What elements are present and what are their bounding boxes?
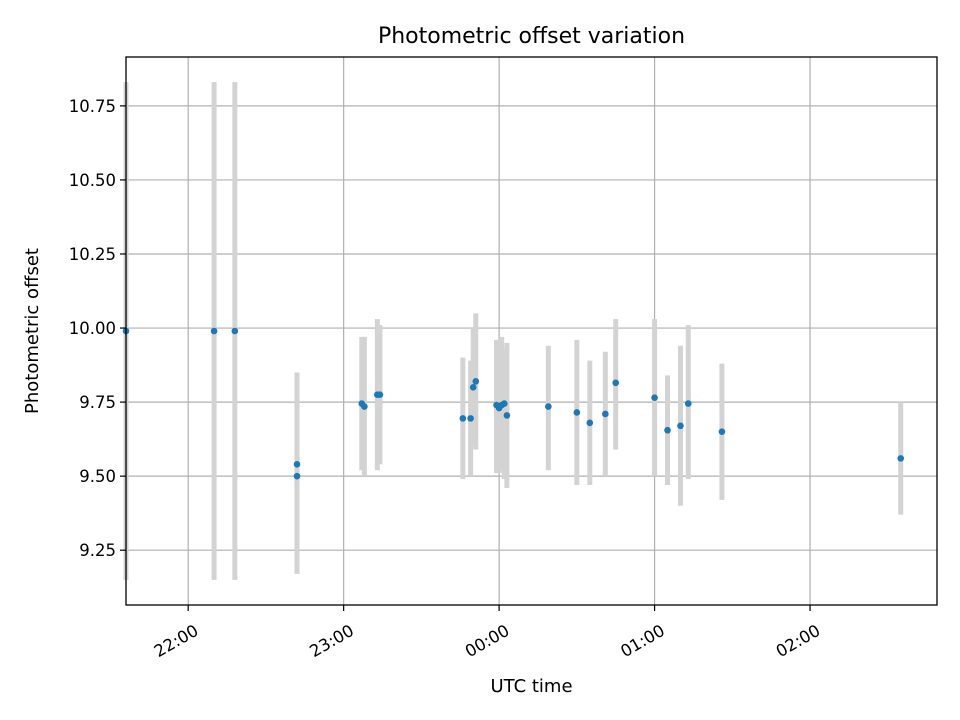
- data-point: [361, 403, 368, 410]
- y-tick-label: 10.25: [69, 245, 116, 264]
- x-tick-label: 01:00: [617, 621, 668, 661]
- data-point: [210, 327, 218, 335]
- data-point: [897, 455, 905, 462]
- data-point: [718, 428, 726, 436]
- grid: [126, 57, 937, 605]
- data-point: [612, 379, 620, 387]
- data-point: [231, 327, 239, 335]
- plot-frame: [125, 56, 938, 606]
- data-point: [651, 394, 658, 401]
- error-bars: [123, 82, 904, 580]
- data-point: [677, 422, 684, 430]
- y-tick-label: 9.75: [79, 393, 116, 412]
- data-point: [469, 383, 477, 391]
- y-tick-label: 10.50: [69, 171, 116, 190]
- data-point: [684, 400, 692, 407]
- data-point: [500, 400, 508, 407]
- y-tick-label: 9.50: [79, 467, 116, 486]
- data-point: [376, 391, 384, 398]
- data-point: [664, 426, 671, 434]
- x-tick-label: 02:00: [773, 621, 824, 661]
- axis-ticks: 22:00 23:00 00:00 01:00 02:00 9.25 9.50 9.75 10.…: [69, 97, 824, 661]
- y-axis-label: Photometric offset: [22, 248, 43, 414]
- x-tick-label: 22:00: [151, 621, 202, 661]
- data-points: [122, 327, 905, 480]
- data-point: [467, 415, 474, 422]
- data-point: [472, 378, 480, 385]
- data-point: [545, 403, 552, 410]
- y-tick-label: 10.75: [69, 97, 116, 116]
- chart-title: Photometric offset variation: [378, 24, 685, 49]
- x-tick-label: 00:00: [462, 621, 513, 661]
- data-point: [459, 415, 467, 422]
- y-tick-label: 10.00: [69, 319, 116, 338]
- data-point: [573, 409, 581, 416]
- data-point: [293, 472, 301, 480]
- x-tick-label: 23:00: [306, 621, 357, 661]
- data-point: [586, 419, 594, 427]
- y-tick-label: 9.25: [79, 541, 116, 560]
- x-axis-label: UTC time: [490, 676, 572, 697]
- data-point: [293, 460, 301, 468]
- data-point: [602, 410, 609, 418]
- data-point: [503, 412, 511, 419]
